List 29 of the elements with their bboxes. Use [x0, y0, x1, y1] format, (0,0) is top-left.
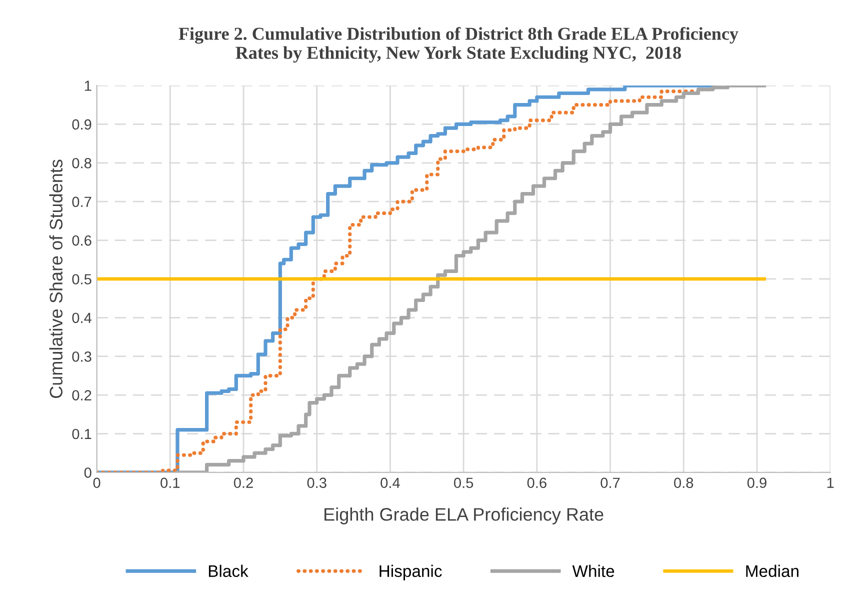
y-tick-label: 0.5: [72, 274, 92, 284]
x-tick-label: 0.4: [380, 478, 400, 488]
y-tick-label: 0.1: [72, 428, 92, 440]
x-tick-label: 1: [827, 478, 834, 488]
legend-label: Black: [208, 564, 248, 578]
y-tick-label: 0.2: [72, 390, 92, 400]
x-tick-label: 0.7: [600, 478, 620, 488]
legend-label: Median: [746, 564, 798, 578]
legend-label: White: [572, 564, 614, 578]
x-tick-label: 0.8: [674, 478, 694, 488]
y-tick-label: 0: [84, 468, 92, 478]
y-tick-label: 0.9: [72, 119, 92, 130]
x-tick-label: 0: [93, 478, 100, 488]
x-tick-label: 0.1: [160, 478, 180, 488]
y-tick-label: 0.4: [72, 312, 92, 324]
x-tick-label: 0.5: [454, 478, 474, 488]
y-tick-label: 0.8: [72, 158, 92, 168]
x-tick-label: 0.2: [234, 478, 253, 488]
legend-label: Hispanic: [380, 564, 442, 580]
x-tick-label: 0.3: [307, 478, 326, 488]
y-tick-label: 0.6: [72, 235, 92, 246]
chart-title: Figure 2. Cumulative Distribution of District 8th Grade ELA Proficiency Rates by Ethnicity, New York State Excluding NYC, 2018: [178, 26, 738, 63]
y-tick-label: 0.3: [72, 351, 92, 362]
x-axis-title: Eighth Grade ELA Proficiency Rate: [324, 508, 604, 524]
x-tick-label: 0.6: [527, 478, 546, 488]
y-axis-title: Cumulative Share of Students: [49, 160, 63, 398]
y-tick-label: 0.7: [72, 196, 92, 208]
x-tick-label: 0.9: [747, 478, 766, 488]
y-tick-label: 1: [84, 80, 92, 91]
